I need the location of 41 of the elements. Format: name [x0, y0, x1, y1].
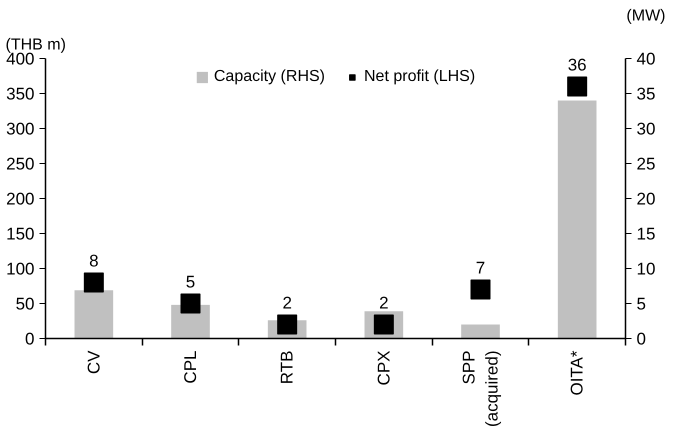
data-label: 7	[476, 258, 486, 278]
y2-tick-label: 35	[636, 84, 656, 104]
y2-tick-label: 15	[636, 224, 656, 244]
y-tick-label: 50	[16, 294, 35, 314]
data-label: 8	[89, 252, 99, 270]
legend-label: Capacity (RHS)	[214, 68, 325, 86]
data-label: 5	[186, 272, 196, 292]
y2-tick-label: 5	[636, 294, 646, 314]
y-tick-label: 0	[25, 330, 35, 348]
x-tick-label: CPL	[181, 350, 200, 384]
legend-label: Net profit (LHS)	[364, 68, 476, 86]
y2-tick-label: 10	[636, 260, 656, 278]
point	[277, 314, 298, 334]
point	[84, 272, 104, 292]
x-tick-label: CPX	[374, 350, 394, 386]
y-tick-label: 250	[6, 154, 35, 174]
x-tick-label: SPP (acquired)	[460, 350, 502, 428]
data-label: 36	[568, 56, 587, 74]
y-axis-title: (THB m)	[6, 36, 66, 54]
data-label: 2	[379, 294, 389, 312]
y-tick-label: 200	[6, 190, 35, 208]
y-tick-label: 300	[6, 120, 35, 138]
x-tick-label: OITA*	[568, 350, 587, 396]
point	[470, 280, 490, 300]
y-tick-label: 150	[6, 224, 35, 244]
y2-tick-label: 30	[636, 120, 656, 138]
y2-tick-label: 40	[636, 50, 656, 68]
point	[567, 76, 588, 96]
x-tick-label: CV	[84, 350, 104, 374]
point	[180, 294, 200, 314]
y-tick-label: 350	[6, 84, 35, 104]
bar	[461, 324, 500, 338]
x-tick-label: RTB	[278, 350, 297, 384]
y2-tick-label: 20	[636, 190, 656, 208]
data-label: 2	[282, 294, 292, 312]
y2-tick-label: 0	[636, 330, 646, 348]
bar	[74, 290, 114, 338]
bar	[558, 100, 596, 338]
y2-axis-title: (MW)	[626, 8, 666, 24]
y2-tick-label: 25	[636, 154, 656, 174]
y-tick-label: 100	[6, 260, 35, 278]
